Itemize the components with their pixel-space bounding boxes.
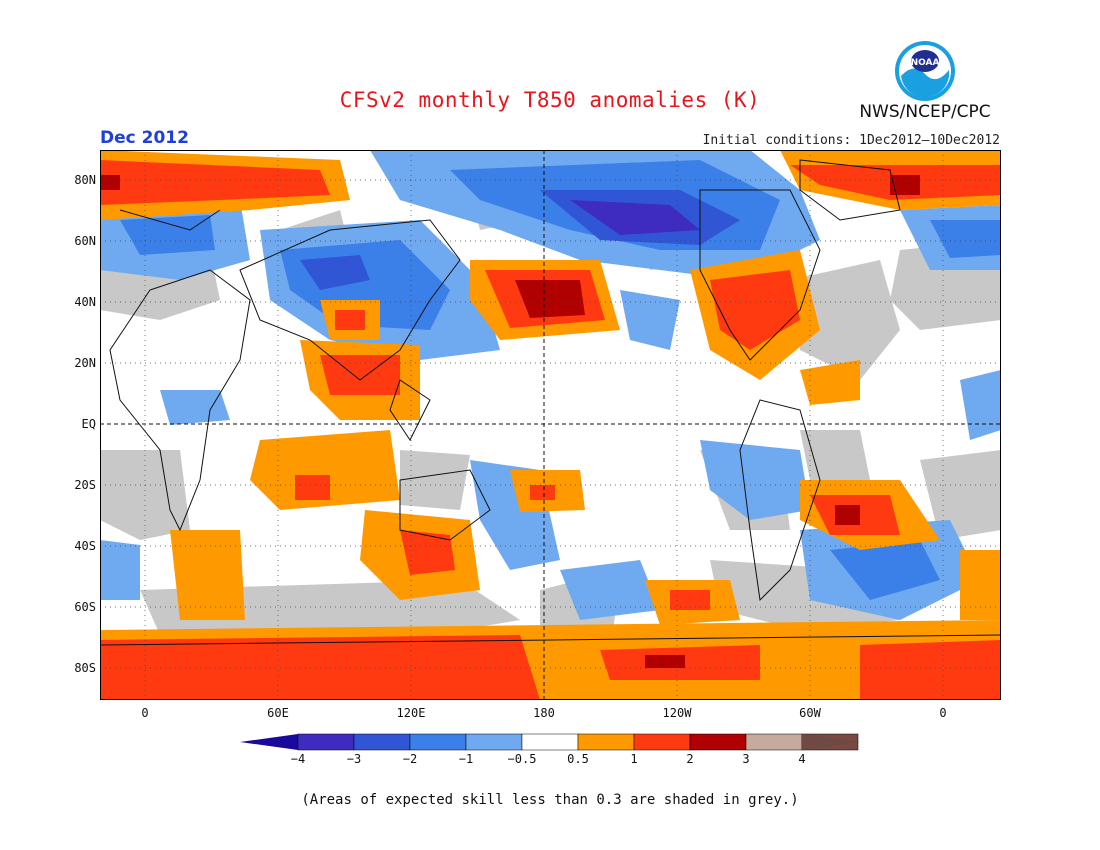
initial-conditions: Initial conditions: 1Dec2012–10Dec2012 <box>702 133 1000 148</box>
colorbar-swatch <box>409 733 467 751</box>
colorbar-tick-label: 1 <box>630 752 638 766</box>
lat-label: 60S <box>74 600 96 614</box>
lon-label: 120E <box>396 706 426 720</box>
colorbar-under-arrow <box>240 734 298 750</box>
lon-label: 60W <box>799 706 821 720</box>
colorbar-swatch <box>521 733 579 751</box>
colorbar-swatch <box>577 733 635 751</box>
colorbar-swatch <box>353 733 411 751</box>
colorbar-tick-label: −3 <box>346 752 362 766</box>
month-label: Dec 2012 <box>100 128 189 148</box>
colorbar-tick-label: −1 <box>458 752 474 766</box>
colorbar-tick-label: 4 <box>798 752 806 766</box>
lon-label: 120W <box>662 706 692 720</box>
lat-label: 20N <box>74 356 96 370</box>
lon-label: 60E <box>267 706 289 720</box>
colorbar-swatch <box>745 733 803 751</box>
lat-label: 60N <box>74 234 96 248</box>
colorbar-tick-label: 3 <box>742 752 750 766</box>
colorbar-tick-label: −0.5 <box>507 752 537 766</box>
lat-label: 40S <box>74 539 96 553</box>
lon-label: 0 <box>141 706 149 720</box>
colorbar-swatch <box>465 733 523 751</box>
lat-label: 40N <box>74 295 96 309</box>
negative-anomaly-regions <box>100 150 1001 620</box>
lon-label: 0 <box>939 706 947 720</box>
colorbar <box>240 732 862 756</box>
lat-label: 80N <box>74 173 96 187</box>
colorbar-tick-label: 0.5 <box>567 752 589 766</box>
colorbar-tick-label: 2 <box>686 752 694 766</box>
colorbar-swatch <box>633 733 691 751</box>
lat-label: 80S <box>74 661 96 675</box>
lon-label: 180 <box>533 706 555 720</box>
colorbar-swatch <box>297 733 355 751</box>
colorbar-over-arrow <box>802 734 860 750</box>
logo-text: NOAA <box>911 58 940 68</box>
lat-label: EQ <box>81 417 96 431</box>
noaa-logo: NOAA <box>894 40 956 106</box>
equator-dateline <box>100 150 1001 700</box>
skill-footnote: (Areas of expected skill less than 0.3 a… <box>301 792 799 808</box>
page-title: CFSv2 monthly T850 anomalies (K) <box>339 88 761 112</box>
agency-label: NWS/NCEP/CPC <box>859 102 991 122</box>
coastlines <box>100 159 1001 646</box>
anomaly-map <box>100 150 1001 704</box>
colorbar-swatch <box>689 733 747 751</box>
lat-label: 20S <box>74 478 96 492</box>
map-frame <box>100 150 1001 700</box>
colorbar-tick-label: −2 <box>402 752 418 766</box>
graticule <box>100 150 1001 700</box>
colorbar-tick-label: −4 <box>290 752 306 766</box>
